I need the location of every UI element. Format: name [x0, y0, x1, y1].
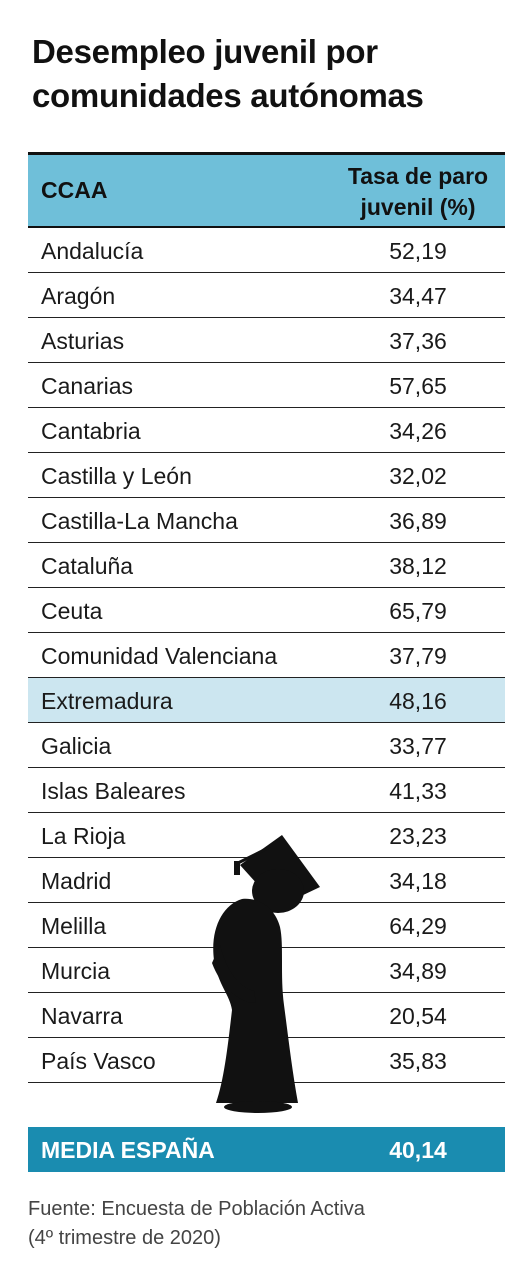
page-title: Desempleo juvenil por comunidades autóno… [32, 33, 424, 114]
row-tasa-value: 33,77 [389, 733, 447, 759]
row-ccaa-name: Madrid [41, 868, 112, 894]
table-row: Castilla y León 32,02 [28, 453, 505, 498]
table-row: Cataluña 38,12 [28, 543, 505, 588]
row-ccaa-name: País Vasco [41, 1048, 156, 1074]
row-ccaa-name: Galicia [41, 733, 112, 759]
row-ccaa-name: Comunidad Valenciana [41, 643, 278, 669]
row-tasa-value: 57,65 [389, 373, 447, 399]
media-value: 40,14 [389, 1137, 447, 1163]
row-ccaa-name: Asturias [41, 328, 125, 354]
row-tasa-value: 64,29 [389, 913, 447, 939]
header-tasa-line2: juvenil (%) [360, 194, 476, 220]
header-tasa-line1: Tasa de paro [347, 163, 489, 189]
row-tasa-value: 20,54 [389, 1003, 447, 1029]
row-tasa-value: 34,47 [389, 283, 447, 309]
table-row: Comunidad Valenciana 37,79 [28, 633, 505, 678]
row-ccaa-name: Islas Baleares [41, 778, 186, 804]
row-tasa-value: 65,79 [389, 598, 447, 624]
source-note: Fuente: Encuesta de Población Activa (4º… [28, 1195, 498, 1253]
row-tasa-value: 36,89 [389, 508, 447, 534]
row-ccaa-name: Cataluña [41, 553, 134, 579]
unemployment-table: CCAA Tasa de paro juvenil (%) Andalucía 5… [28, 152, 505, 1083]
row-ccaa-name: Castilla y León [41, 463, 192, 489]
row-tasa-value: 48,16 [389, 688, 447, 714]
table-row: Andalucía 52,19 [28, 228, 505, 273]
media-label: MEDIA ESPAÑA [41, 1137, 215, 1163]
header-tasa: Tasa de paro juvenil (%) [318, 161, 518, 223]
table-header: CCAA Tasa de paro juvenil (%) [28, 152, 505, 228]
row-tasa-value: 52,19 [389, 238, 447, 264]
row-tasa-value: 34,18 [389, 868, 447, 894]
source-line2: (4º trimestre de 2020) [28, 1227, 221, 1249]
table-row: Asturias 37,36 [28, 318, 505, 363]
table-row: Cantabria 34,26 [28, 408, 505, 453]
row-ccaa-name: Canarias [41, 373, 134, 399]
media-espana-row: MEDIA ESPAÑA 40,14 [28, 1127, 505, 1172]
table-row: Aragón 34,47 [28, 273, 505, 318]
row-ccaa-name: Andalucía [41, 238, 144, 264]
row-tasa-value: 32,02 [389, 463, 447, 489]
header-ccaa: CCAA [41, 177, 108, 203]
row-tasa-value: 35,83 [389, 1048, 447, 1074]
source-line1: Fuente: Encuesta de Población Activa [28, 1198, 365, 1220]
row-ccaa-name: Extremadura [41, 688, 173, 714]
row-ccaa-name: Castilla-La Mancha [41, 508, 238, 534]
table-row: Canarias 57,65 [28, 363, 505, 408]
row-ccaa-name: Navarra [41, 1003, 123, 1029]
table-row: Castilla-La Mancha 36,89 [28, 498, 505, 543]
graduate-silhouette-icon [212, 835, 320, 1113]
row-tasa-value: 34,26 [389, 418, 447, 444]
row-tasa-value: 41,33 [389, 778, 447, 804]
table-row: Extremadura 48,16 [28, 678, 505, 723]
table-row: Ceuta 65,79 [28, 588, 505, 633]
row-tasa-value: 38,12 [389, 553, 447, 579]
row-tasa-value: 34,89 [389, 958, 447, 984]
row-tasa-value: 23,23 [389, 823, 447, 849]
table-body: Andalucía 52,19 Aragón 34,47 Asturias 37,36 Ca… [28, 228, 505, 1083]
row-ccaa-name: La Rioja [41, 823, 126, 849]
row-ccaa-name: Melilla [41, 913, 107, 939]
row-ccaa-name: Murcia [41, 958, 111, 984]
table-row: Islas Baleares 41,33 [28, 768, 505, 813]
row-ccaa-name: Cantabria [41, 418, 141, 444]
row-tasa-value: 37,79 [389, 643, 447, 669]
table-row: Galicia 33,77 [28, 723, 505, 768]
row-ccaa-name: Ceuta [41, 598, 103, 624]
row-tasa-value: 37,36 [389, 328, 447, 354]
row-ccaa-name: Aragón [41, 283, 116, 309]
